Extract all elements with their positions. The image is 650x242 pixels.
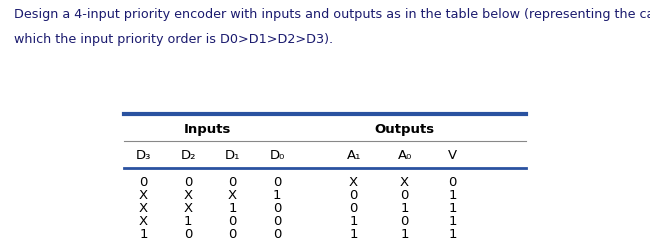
Text: which the input priority order is D0>D1>D2>D3).: which the input priority order is D0>D1>…	[14, 33, 333, 46]
Text: 0: 0	[273, 215, 281, 228]
Text: 0: 0	[273, 228, 281, 241]
Text: 1: 1	[350, 228, 358, 241]
Text: 0: 0	[350, 189, 358, 202]
Text: 0: 0	[273, 176, 281, 189]
Text: 0: 0	[228, 215, 237, 228]
Text: D₀: D₀	[270, 149, 285, 162]
Text: 0: 0	[448, 176, 456, 189]
Text: 0: 0	[350, 202, 358, 215]
Text: 0: 0	[400, 189, 409, 202]
Text: 1: 1	[139, 228, 148, 241]
Text: X: X	[400, 176, 410, 189]
Text: 0: 0	[184, 176, 192, 189]
Text: D₃: D₃	[136, 149, 151, 162]
Text: A₀: A₀	[397, 149, 412, 162]
Text: X: X	[139, 189, 148, 202]
Text: 1: 1	[184, 215, 192, 228]
Text: D₂: D₂	[180, 149, 196, 162]
Text: 0: 0	[400, 215, 409, 228]
Text: X: X	[228, 189, 237, 202]
Text: 0: 0	[228, 228, 237, 241]
Text: Inputs: Inputs	[183, 123, 231, 136]
Text: 1: 1	[448, 189, 457, 202]
Text: 1: 1	[228, 202, 237, 215]
Text: 0: 0	[228, 176, 237, 189]
Text: 1: 1	[448, 228, 457, 241]
Text: Design a 4-input priority encoder with inputs and outputs as in the table below : Design a 4-input priority encoder with i…	[14, 8, 650, 21]
Text: X: X	[183, 189, 192, 202]
Text: A₁: A₁	[346, 149, 361, 162]
Text: 1: 1	[350, 215, 358, 228]
Text: X: X	[349, 176, 358, 189]
Text: 1: 1	[448, 202, 457, 215]
Text: 0: 0	[273, 202, 281, 215]
Text: X: X	[139, 215, 148, 228]
Text: X: X	[139, 202, 148, 215]
Text: 1: 1	[400, 228, 409, 241]
Text: D₁: D₁	[225, 149, 240, 162]
Text: X: X	[183, 202, 192, 215]
Text: Outputs: Outputs	[374, 123, 435, 136]
Text: 0: 0	[139, 176, 148, 189]
Text: V: V	[448, 149, 457, 162]
Text: 1: 1	[273, 189, 281, 202]
Text: 1: 1	[448, 215, 457, 228]
Text: 1: 1	[400, 202, 409, 215]
Text: 0: 0	[184, 228, 192, 241]
